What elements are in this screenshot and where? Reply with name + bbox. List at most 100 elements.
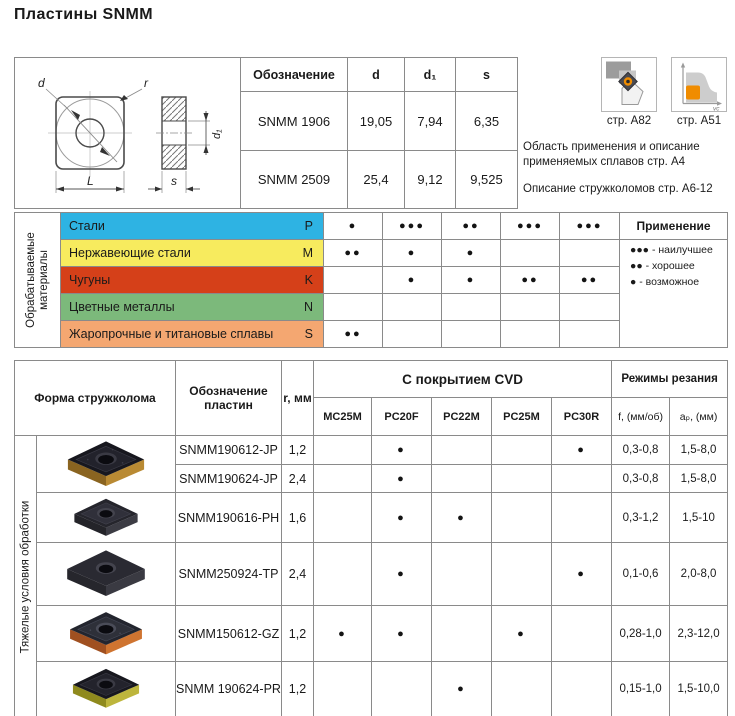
grade-dot: ●: [431, 492, 492, 543]
header-chipbreaker-shape: Форма стружколома: [14, 360, 176, 436]
materials-table: Обрабатываемые материалы Стали P ● ●●● ●…: [14, 212, 728, 348]
spec-header-d: d: [347, 57, 405, 92]
grade-dot: [371, 661, 432, 716]
insert-designation: SNMM 190624-PR: [175, 661, 282, 716]
grade-dot: ●: [313, 605, 372, 662]
grade-dot: [491, 661, 552, 716]
material-letter: N: [303, 300, 313, 314]
insert-row: SNMM190616-PH 1,6 ● ● 0,3-1,2 1,5-10: [15, 492, 729, 543]
header-depth: aₚ, (мм): [669, 397, 729, 436]
header-cvd-coating-group: С покрытием CVD: [312, 360, 613, 398]
material-row-stainless: Нержавеющие стали M ●● ● ● ●●● - наилучш…: [15, 239, 728, 348]
spec-header-d1: d₁: [404, 57, 456, 92]
grade-dot: ●: [550, 435, 613, 465]
drawing-label-r: r: [144, 76, 149, 90]
rating-cell: ●: [382, 266, 442, 294]
rating-cell: [382, 320, 442, 348]
feed-range: 0,3-0,8: [611, 435, 671, 465]
feed-range: 0,28-1,0: [611, 605, 671, 662]
insert-radius: 1,2: [281, 435, 314, 465]
feed-range: 0,3-0,8: [611, 464, 671, 493]
grade-dot: [491, 542, 552, 606]
chart-page-ref: стр. A51: [676, 115, 722, 127]
material-name-cell: Цветные металлы N: [60, 293, 324, 321]
inserts-side-label-cell: Тяжелые условия обработки: [14, 435, 37, 716]
material-name-cell: Чугуны K: [60, 266, 324, 294]
grade-dot: [313, 542, 372, 606]
grade-dot: ●: [431, 661, 492, 716]
spec-header-s: s: [455, 57, 518, 92]
rating-cell: [559, 293, 620, 321]
feed-range: 0,15-1,0: [611, 661, 671, 716]
header-grade-pc20f: PC20F: [371, 397, 432, 436]
header-corner-radius: r, мм: [281, 360, 314, 436]
note-chipbreakers: Описание стружколомов стр. A6-12: [523, 182, 713, 195]
chart-axis-label: vc: [713, 106, 720, 112]
note-application-area: Область применения и описание применяемы…: [523, 141, 700, 168]
insert-designation: SNMM250924-TP: [175, 542, 282, 606]
rating-cell: [441, 293, 501, 321]
spec-row: SNMM 1906 19,05 7,94 6,35: [15, 91, 518, 151]
material-row-superalloy: Жаропрочные и титановые сплавы S ●●: [15, 320, 728, 348]
insert-radius: 2,4: [281, 542, 314, 606]
rating-cell: [382, 293, 442, 321]
grade-dot: [491, 492, 552, 543]
application-chart-icon: vc: [671, 57, 727, 112]
spec-d: 19,05: [347, 91, 405, 151]
grade-dot: [313, 661, 372, 716]
material-name: Жаропрочные и титановые сплавы: [69, 327, 274, 341]
material-letter: K: [304, 273, 313, 287]
rating-cell: [500, 320, 560, 348]
legend-body: ●●● - наилучшее ●● - хорошее ● - возможн…: [619, 239, 728, 348]
grade-dot: [550, 605, 613, 662]
rating-cell: ●●: [323, 239, 383, 267]
insert-designation: SNMM190616-PH: [175, 492, 282, 543]
insert-technical-drawing: d r L: [14, 57, 241, 209]
insert-radius: 1,2: [281, 661, 314, 716]
insert-row: Тяжелые условия обработки SNMM190612-JP …: [14, 435, 729, 716]
depth-range: 2,3-12,0: [669, 605, 729, 662]
material-letter: S: [304, 327, 313, 341]
insert-photo-tp: [36, 542, 176, 606]
grade-dot: [431, 605, 492, 662]
grade-dot: ●: [371, 492, 432, 543]
insert-designation: SNMM190624-JP: [175, 464, 282, 493]
header-feed: f, (мм/об): [611, 397, 671, 436]
spec-d1: 7,94: [404, 91, 456, 151]
grade-dot: ●: [371, 464, 432, 493]
spec-table: d r L: [14, 57, 518, 209]
material-name: Чугуны: [69, 273, 111, 287]
insert-radius: 1,6: [281, 492, 314, 543]
rating-cell: [500, 293, 560, 321]
material-name: Цветные металлы: [69, 300, 175, 314]
feed-range: 0,3-1,2: [611, 492, 671, 543]
rating-cell: [323, 293, 383, 321]
spec-s: 9,525: [455, 150, 518, 209]
rating-cell: ●●●: [382, 212, 442, 240]
rating-cell: ●●●: [559, 212, 620, 240]
insert-radius: 2,4: [281, 464, 314, 493]
rating-cell: ●●: [323, 320, 383, 348]
materials-side-label: Обрабатываемые материалы: [24, 232, 50, 328]
material-name: Нержавеющие стали: [69, 246, 191, 260]
header-grade-mc25m: MC25M: [313, 397, 372, 436]
depth-range: 2,0-8,0: [669, 542, 729, 606]
rating-cell: [559, 239, 620, 267]
rating-cell: [559, 320, 620, 348]
grade-dot: [313, 464, 372, 493]
spec-header-designation: Обозначение: [240, 57, 348, 92]
insert-radius: 1,2: [281, 605, 314, 662]
depth-range: 1,5-10: [669, 492, 729, 543]
insert-designation: SNMM150612-GZ: [175, 605, 282, 662]
legend-item-possible: ● - возможное: [630, 275, 700, 288]
grade-dot: [431, 435, 492, 465]
drawing-svg: d r L: [38, 76, 223, 193]
grade-dot: [313, 435, 372, 465]
materials-side-label-cell: Обрабатываемые материалы: [14, 212, 61, 348]
grade-dot: [550, 661, 613, 716]
rating-cell: ●: [323, 212, 383, 240]
references-panel: стр. A82 vc стр. A51 Область при: [523, 57, 727, 197]
toolholder-page-ref: стр. A82: [606, 115, 652, 127]
header-grade-pc25m: PC25M: [491, 397, 552, 436]
